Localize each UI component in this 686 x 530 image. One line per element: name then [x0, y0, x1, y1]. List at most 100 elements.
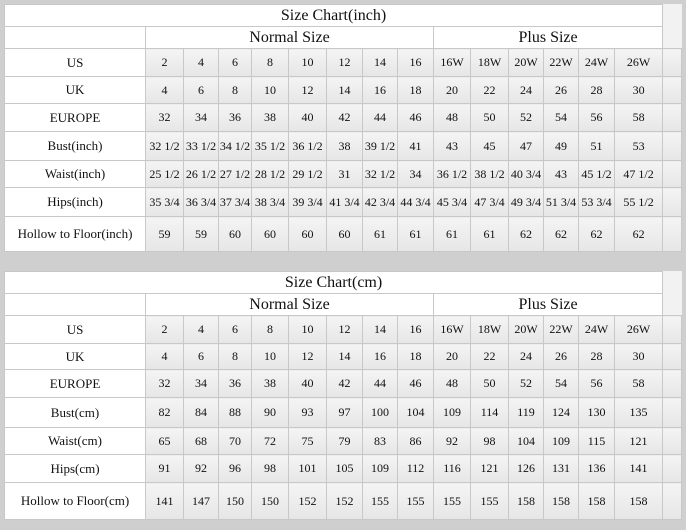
size-cell: 124: [543, 397, 579, 428]
size-cell: 32 1/2: [362, 160, 398, 188]
size-cell: 141: [613, 454, 664, 483]
table-row: Bust(inch) 32 1/2 33 1/2 34 1/2 35 1/2 36 1/2…: [4, 131, 682, 161]
table-row: Hollow to Floor(inch) 59 59 60 60 60 60 61 61 61 6…: [4, 216, 682, 252]
size-cell: 155: [397, 482, 434, 520]
size-cell: 8: [218, 76, 252, 104]
size-cell: 41: [397, 131, 434, 161]
size-cell: 75: [288, 427, 327, 455]
table-row: Bust(cm) 82 84 88 90 93 97 100 104 109 114 119 124 13…: [4, 397, 682, 428]
size-cell: 32: [145, 369, 184, 398]
plus-size-header: Plus Size: [432, 26, 664, 49]
size-cell: 104: [397, 397, 434, 428]
size-cell: 18W: [470, 48, 509, 77]
size-cell: 38 3/4: [251, 187, 289, 217]
empty-cell: [662, 160, 682, 188]
size-cell: 34 1/2: [218, 131, 252, 161]
row-label: Hollow to Floor(inch): [4, 216, 146, 252]
size-cell: 38 1/2: [470, 160, 509, 188]
size-cell: 4: [145, 343, 184, 370]
size-cell: 121: [613, 427, 664, 455]
size-cell: 61: [397, 216, 434, 252]
size-cell: 2: [145, 315, 184, 344]
size-chart-inch: Size Chart(inch) Normal Size Plus Size US 2 4…: [3, 4, 682, 252]
size-cell: 14: [362, 48, 398, 77]
size-cell: 8: [218, 343, 252, 370]
table-row: Waist(cm) 65 68 70 72 75 79 83 86 92 98 104 109 115 12…: [4, 427, 682, 455]
size-cell: 60: [251, 216, 289, 252]
table-row: Hollow to Floor(cm) 141 147 150 150 152 152 155…: [4, 482, 682, 520]
size-cell: 28 1/2: [251, 160, 289, 188]
size-cell: 34: [183, 369, 219, 398]
size-cell: 10: [288, 48, 327, 77]
size-cell: 12: [288, 76, 327, 104]
size-cell: 158: [508, 482, 544, 520]
size-cell: 6: [218, 315, 252, 344]
size-cell: 131: [543, 454, 579, 483]
size-cell: 109: [433, 397, 471, 428]
size-cell: 52: [508, 369, 544, 398]
size-cell: 16: [397, 48, 434, 77]
size-cell: 18: [397, 343, 434, 370]
size-cell: 10: [288, 315, 327, 344]
size-cell: 10: [251, 343, 289, 370]
size-cell: 38: [326, 131, 363, 161]
size-cell: 112: [397, 454, 434, 483]
size-cell: 6: [183, 76, 219, 104]
size-cell: 92: [433, 427, 471, 455]
size-cell: 8: [251, 315, 289, 344]
row-label: US: [4, 315, 146, 344]
size-cell: 35 3/4: [145, 187, 184, 217]
size-cell: 46: [397, 103, 434, 132]
size-cell: 26 1/2: [183, 160, 219, 188]
size-cell: 90: [251, 397, 289, 428]
size-cell: 26: [543, 343, 579, 370]
size-cell: 53 3/4: [578, 187, 615, 217]
size-cell: 51 3/4: [543, 187, 579, 217]
empty-cell: [662, 315, 682, 344]
empty-cell: [662, 454, 682, 483]
row-label: Hips(cm): [4, 454, 146, 483]
size-cell: 61: [433, 216, 471, 252]
size-cell: 150: [218, 482, 252, 520]
size-cell: 16: [362, 76, 398, 104]
size-cell: 36 1/2: [433, 160, 471, 188]
size-cell: 104: [508, 427, 544, 455]
size-cell: 35 1/2: [251, 131, 289, 161]
size-cell: 114: [470, 397, 509, 428]
size-cell: 20W: [508, 48, 544, 77]
size-cell: 56: [578, 103, 615, 132]
size-cell: 45 3/4: [433, 187, 471, 217]
size-cell: 135: [613, 397, 664, 428]
size-cell: 49: [543, 131, 579, 161]
table-row: UK 4 6 8 10 12 14 16 18 20 22 24 26 28 30: [4, 76, 682, 104]
size-cell: 43: [543, 160, 579, 188]
size-cell: 60: [288, 216, 327, 252]
size-cell: 46: [397, 369, 434, 398]
size-cell: 86: [397, 427, 434, 455]
size-cell: 26W: [613, 48, 664, 77]
size-cell: 41 3/4: [326, 187, 363, 217]
size-cell: 40: [288, 369, 327, 398]
size-cell: 47 1/2: [613, 160, 664, 188]
size-cell: 96: [218, 454, 252, 483]
size-cell: 42 3/4: [362, 187, 398, 217]
empty-cell: [662, 216, 682, 252]
size-cell: 119: [508, 397, 544, 428]
size-cell: 12: [326, 48, 363, 77]
size-cell: 55 1/2: [613, 187, 664, 217]
size-cell: 44 3/4: [397, 187, 434, 217]
empty-cell: [662, 131, 682, 161]
size-cell: 20: [433, 76, 471, 104]
size-cell: 22: [470, 343, 509, 370]
empty-cell: [662, 48, 682, 77]
size-cell: 54: [543, 369, 579, 398]
size-cell: 10: [251, 76, 289, 104]
size-cell: 93: [288, 397, 327, 428]
plus-size-header: Plus Size: [432, 293, 664, 316]
size-cell: 24: [508, 343, 544, 370]
size-cell: 52: [508, 103, 544, 132]
size-cell: 82: [145, 397, 184, 428]
size-cell: 50: [470, 103, 509, 132]
size-cell: 44: [362, 103, 398, 132]
size-cell: 59: [145, 216, 184, 252]
